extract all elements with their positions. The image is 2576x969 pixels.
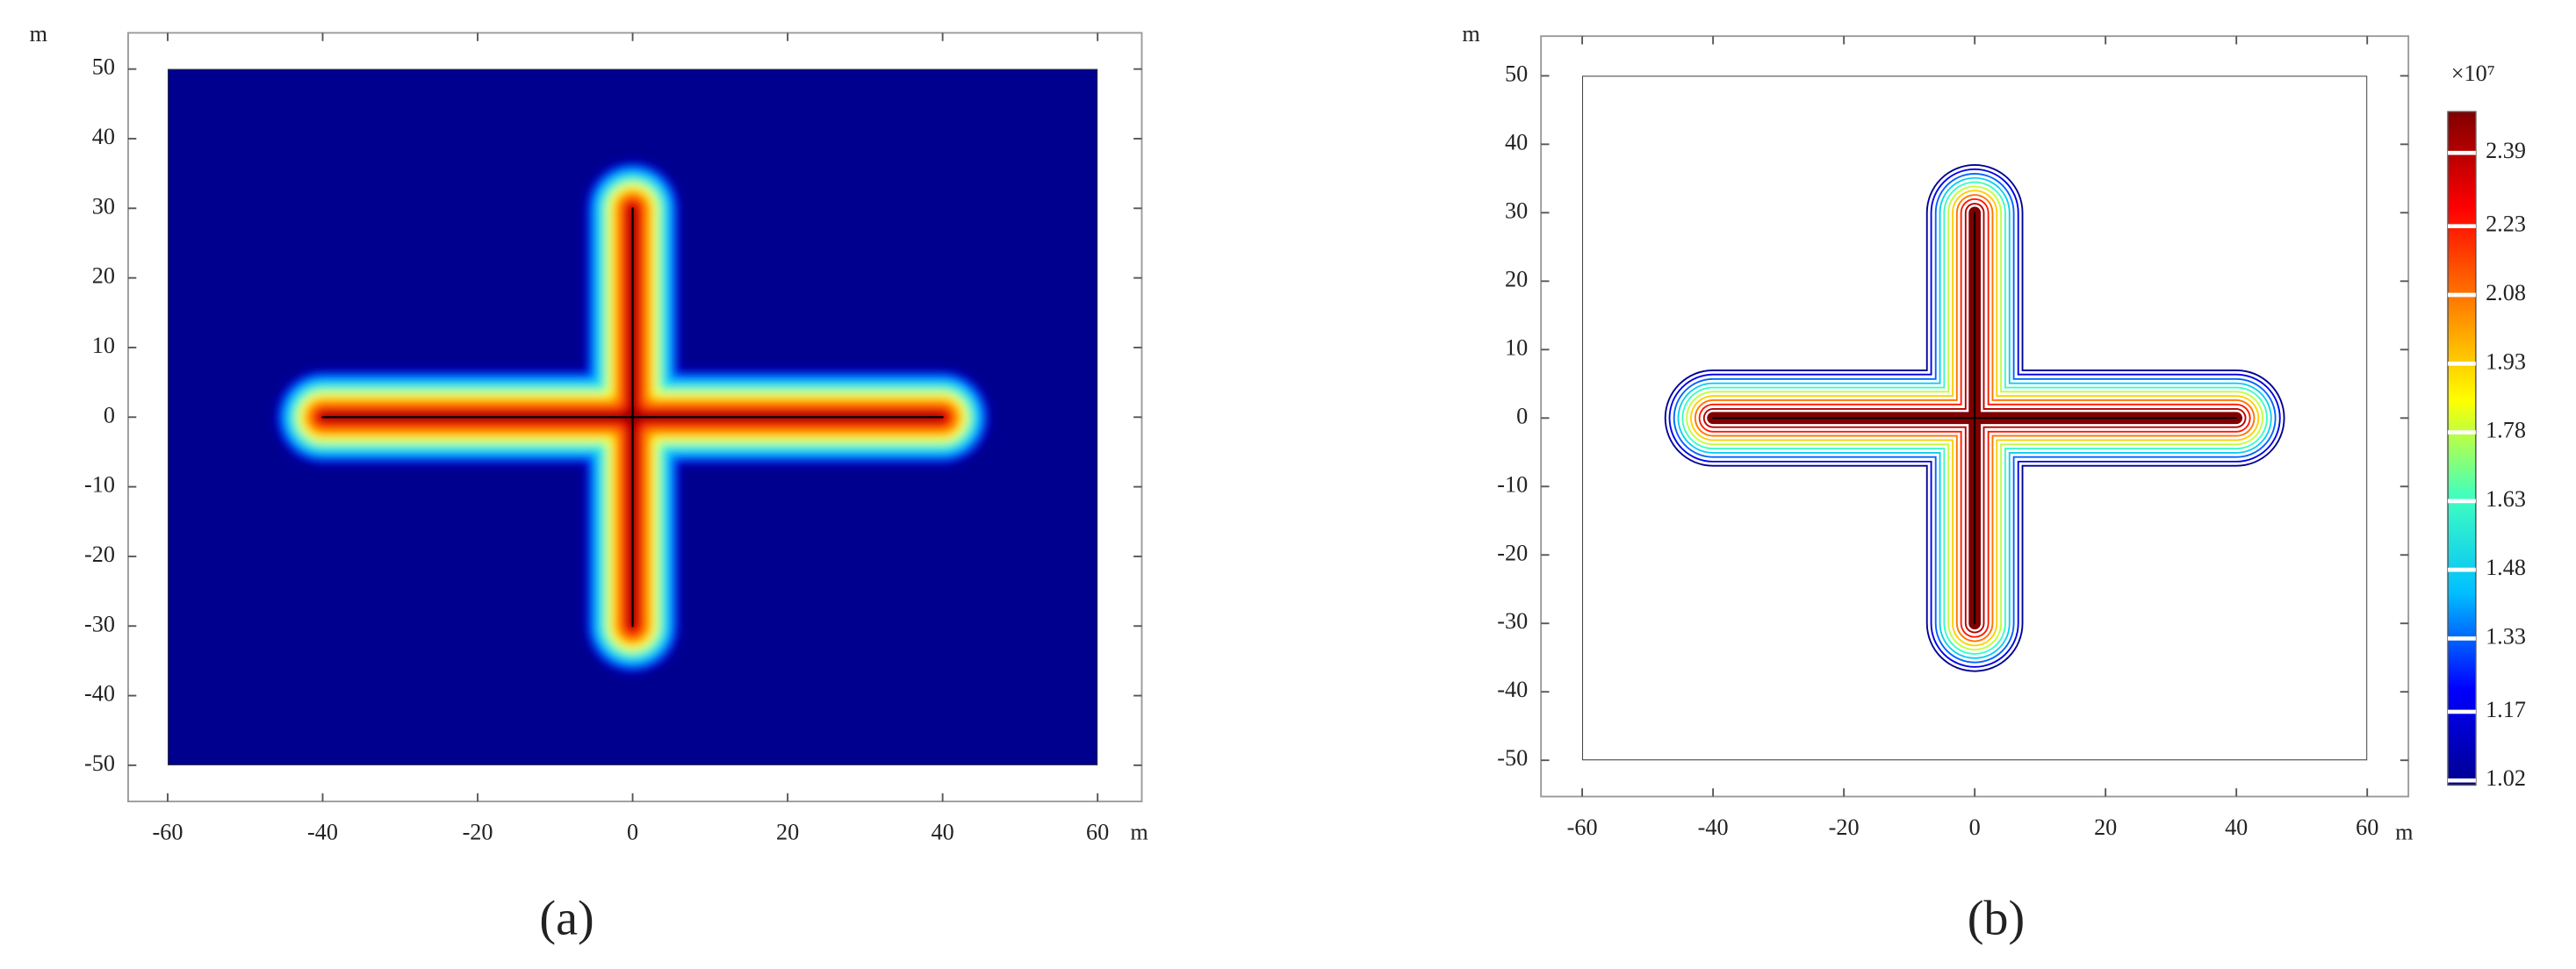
x-axis-label: m (1130, 820, 1148, 845)
x-tick-label: -60 (1567, 815, 1598, 840)
y-tick-label: 10 (92, 333, 115, 358)
x-tick-label: -20 (1829, 815, 1860, 840)
x-tick-label: 60 (1086, 820, 1109, 845)
colorbar-tick-label: 1.63 (2486, 486, 2526, 512)
field (167, 68, 1098, 765)
y-tick-label: -10 (84, 472, 115, 498)
y-tick-label: 40 (1505, 129, 1528, 154)
y-tick-label: 0 (1516, 403, 1528, 428)
x-tick-label: 0 (627, 820, 638, 845)
colorbar-label: ×10⁷ (2451, 61, 2495, 86)
x-tick-label: 40 (2225, 815, 2248, 840)
y-tick-label: -30 (84, 611, 115, 636)
colorbar-tick-label: 2.08 (2486, 280, 2526, 305)
y-tick-label: -50 (1497, 745, 1528, 771)
y-tick-label: -20 (1497, 540, 1528, 565)
y-tick-label: 20 (1505, 266, 1528, 291)
field (1582, 75, 2368, 761)
y-tick-label: -10 (1497, 471, 1528, 497)
y-tick-label: -30 (1497, 608, 1528, 634)
y-tick-label: -20 (84, 542, 115, 567)
y-tick-label: 20 (92, 263, 115, 289)
y-tick-label: 0 (104, 402, 115, 427)
y-axis-label: m (30, 21, 47, 47)
colorbar-tick-label: 1.78 (2486, 418, 2526, 443)
x-tick-label: -40 (1698, 815, 1729, 840)
y-tick-label: 50 (1505, 61, 1528, 86)
y-tick-label: 30 (1505, 197, 1528, 223)
x-tick-label: 20 (2094, 815, 2117, 840)
y-axis-label: m (1462, 21, 1479, 47)
y-tick-label: -40 (1497, 677, 1528, 702)
caption: (a) (539, 891, 594, 945)
x-tick-label: -60 (153, 820, 183, 845)
colorbar-tick-label: 1.93 (2486, 348, 2526, 374)
y-tick-label: -40 (84, 681, 115, 707)
x-tick-label: 40 (932, 820, 954, 845)
x-tick-label: -40 (307, 820, 338, 845)
caption: (b) (1968, 891, 2025, 945)
colorbar-tick-label: 2.39 (2486, 138, 2526, 163)
colorbar-tick-label: 1.17 (2486, 697, 2526, 722)
colorbar-tick-label: 1.33 (2486, 623, 2526, 649)
y-tick-label: 30 (92, 193, 115, 219)
colorbar-tick-label: 2.23 (2486, 212, 2526, 237)
x-tick-label: -20 (463, 820, 493, 845)
colorbar (2447, 111, 2477, 786)
y-tick-label: 40 (92, 124, 115, 149)
x-tick-label: 0 (1969, 815, 1981, 840)
y-tick-label: 10 (1505, 334, 1528, 360)
y-tick-label: 50 (92, 54, 115, 80)
x-tick-label: 60 (2356, 815, 2378, 840)
x-tick-label: 20 (776, 820, 799, 845)
colorbar-tick-label: 1.02 (2486, 765, 2526, 791)
y-tick-label: -50 (84, 750, 115, 776)
colorbar-tick-label: 1.48 (2486, 555, 2526, 580)
x-axis-label: m (2395, 820, 2413, 845)
